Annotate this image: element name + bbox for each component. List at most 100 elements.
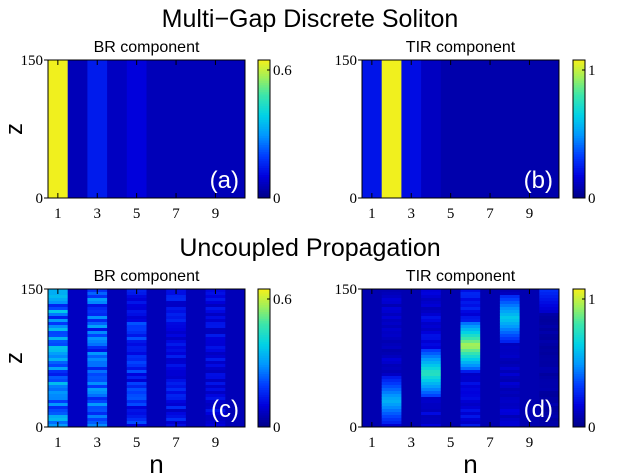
heatmap-cell (381, 397, 402, 401)
colorbar-swatch (573, 339, 585, 343)
heatmap-cell (126, 328, 147, 332)
heatmap-cell (166, 397, 187, 401)
heatmap-cell (205, 334, 226, 338)
heatmap-cell (126, 418, 147, 422)
colorbar-swatch (258, 415, 270, 419)
colorbar: 0.60 (257, 59, 292, 207)
colorbar-swatch (573, 92, 585, 95)
colorbar-swatch (258, 117, 270, 121)
heatmap-cell (539, 364, 560, 368)
colorbar-swatch (258, 184, 270, 187)
heatmap-cell (166, 310, 187, 314)
heatmap-cell (146, 289, 167, 427)
heatmap-cell (362, 60, 383, 198)
colorbar-swatch (573, 408, 585, 412)
colorbar: 0.60 (257, 288, 292, 436)
heatmap-cell (126, 382, 147, 386)
y-tick-label: 150 (21, 53, 44, 69)
heatmap-cell (499, 352, 521, 356)
heatmap-cell (205, 376, 226, 380)
heatmap-cell (421, 355, 442, 359)
colorbar-swatch (573, 413, 585, 416)
heatmap-cell (205, 322, 226, 326)
colorbar-swatch (258, 314, 270, 318)
heatmap-cell (205, 397, 226, 401)
heatmap-cell (421, 391, 442, 395)
heatmap-cell (87, 370, 108, 374)
heatmap-cell (421, 310, 442, 314)
x-tick-label: 5 (447, 206, 455, 222)
colorbar-swatch (258, 413, 270, 416)
heatmap-cell (166, 328, 187, 332)
colorbar-swatch (573, 163, 585, 167)
heatmap-cell (421, 379, 442, 383)
heatmap-cell (205, 298, 226, 302)
colorbar-swatch (258, 103, 270, 107)
colorbar-swatch (573, 179, 585, 183)
heatmap-cell (539, 418, 560, 422)
heatmap-cell (539, 388, 560, 392)
colorbar-swatch (258, 383, 270, 387)
heatmap-cell (205, 295, 226, 299)
colorbar-swatch (573, 351, 585, 354)
heatmap-cell (539, 292, 560, 296)
heatmap-cell (87, 322, 108, 326)
colorbar-swatch (258, 149, 270, 153)
heatmap-cell (205, 415, 226, 419)
heatmap-cell (166, 370, 187, 374)
heatmap-cell (126, 352, 147, 356)
colorbar-swatch (258, 397, 270, 400)
heatmap-cell (499, 301, 521, 305)
heatmap-cell (421, 418, 442, 422)
heatmap-cell (205, 406, 226, 410)
colorbar-swatch (573, 360, 585, 364)
heatmap-cell (499, 60, 521, 198)
heatmap-cell (205, 325, 226, 329)
heatmap-cell (499, 355, 521, 359)
colorbar-swatch (258, 135, 270, 139)
colorbar-swatch (573, 126, 585, 130)
heatmap-cell (166, 301, 187, 305)
heatmap-cell (499, 325, 521, 329)
heatmap-cell (185, 289, 207, 427)
top-title: Multi−Gap Discrete Soliton (162, 5, 459, 33)
colorbar-swatch (573, 383, 585, 387)
colorbar-swatch (573, 420, 585, 423)
heatmap-cell (499, 298, 521, 302)
colorbar-swatch (573, 140, 585, 144)
heatmap-cell (381, 403, 402, 407)
heatmap-cell (87, 406, 108, 410)
heatmap-cell (126, 361, 147, 365)
heatmap-cell (166, 400, 187, 404)
heatmap-cell (381, 289, 402, 293)
heatmap-cell (48, 331, 69, 335)
heatmap-cell (48, 391, 69, 395)
panel-label: (a) (210, 167, 239, 194)
heatmap-cell (460, 385, 481, 389)
x-tick-label: 9 (526, 206, 534, 222)
heatmap-cell (87, 349, 108, 353)
colorbar-swatch (573, 108, 585, 112)
heatmap-cell (126, 60, 147, 198)
colorbar-swatch (258, 62, 270, 66)
heatmap-cell (166, 358, 187, 362)
heatmap-cell (87, 325, 108, 329)
heatmap-cell (460, 310, 481, 314)
heatmap-cell (48, 325, 69, 329)
panel-label: (d) (524, 396, 553, 423)
colorbar-swatch (573, 415, 585, 419)
heatmap-cell (499, 289, 521, 293)
heatmap-cell (87, 307, 108, 311)
colorbar-swatch (258, 106, 270, 109)
heatmap-cell (381, 364, 402, 368)
heatmap-cell (166, 376, 187, 380)
heatmap-cell (421, 325, 442, 329)
colorbar-swatch (573, 358, 585, 361)
colorbar-tick-label: 0 (273, 191, 281, 207)
heatmap-cell (166, 373, 187, 377)
colorbar-swatch (258, 76, 270, 79)
heatmap-cell (421, 406, 442, 410)
heatmap-cell (499, 361, 521, 365)
